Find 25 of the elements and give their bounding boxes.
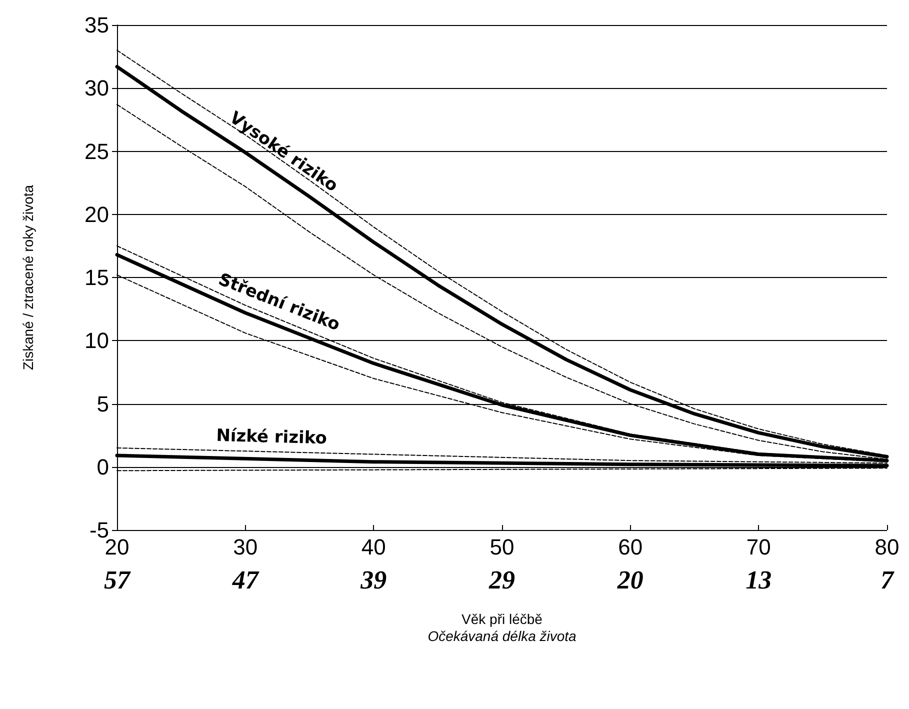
y-tick-label: 10 bbox=[84, 328, 109, 354]
y-tick-label: 15 bbox=[84, 265, 109, 290]
y-tick-label: 25 bbox=[84, 138, 109, 164]
x-tick-label: 80 bbox=[874, 534, 900, 560]
x-axis-title: Věk při léčbě bbox=[462, 611, 543, 627]
text: 29 bbox=[488, 566, 515, 594]
text: Očekávaná délka života bbox=[428, 628, 577, 644]
y-tick-label: 0 bbox=[96, 454, 109, 480]
text: 39 bbox=[360, 566, 387, 594]
y-tick-label: 5 bbox=[96, 391, 109, 416]
x-tick-label: 70 bbox=[746, 534, 771, 560]
x-tick-label: 50 bbox=[490, 534, 514, 560]
y-axis-title: Ziskané / ztracené roky života bbox=[20, 184, 36, 370]
x-tick-label: 40 bbox=[361, 534, 386, 560]
y-tick-label: 30 bbox=[84, 76, 109, 101]
y-tick-label: 35 bbox=[84, 12, 109, 38]
text: 47 bbox=[231, 566, 260, 594]
text: 57 bbox=[104, 566, 131, 594]
y-tick-label: 20 bbox=[84, 202, 109, 227]
x-tick-label: 60 bbox=[618, 534, 643, 560]
series-label: Nízké riziko bbox=[216, 426, 328, 449]
text: 13 bbox=[746, 566, 772, 594]
text: 20 bbox=[616, 566, 644, 594]
x-tick-label: 30 bbox=[233, 534, 258, 560]
text: 7 bbox=[880, 566, 894, 594]
